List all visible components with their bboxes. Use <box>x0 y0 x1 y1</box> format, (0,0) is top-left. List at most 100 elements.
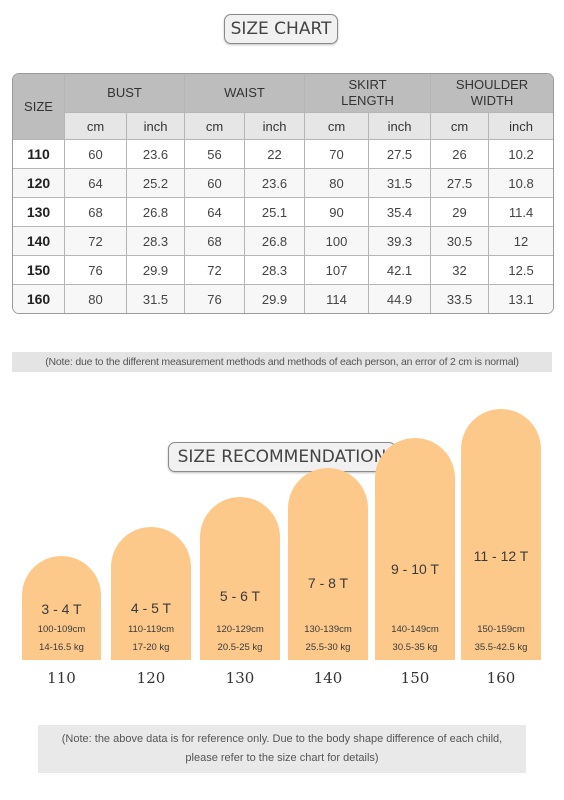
size-cell: 160 <box>13 285 65 313</box>
measurement-cell: 27.5 <box>369 140 432 169</box>
measurement-cell: 29.9 <box>245 285 306 313</box>
measurement-cell: 12 <box>489 227 554 256</box>
unit-header: inch <box>127 113 186 140</box>
size-category-label: 150 <box>400 669 430 687</box>
age-label: 4 - 5 T <box>130 599 172 616</box>
measurement-cell: 29.9 <box>127 256 186 285</box>
unit-header: inch <box>369 113 432 140</box>
size-cell: 120 <box>13 169 65 198</box>
measurement-cell: 26.8 <box>245 227 306 256</box>
weight-range-label: 30.5-35 kg <box>392 642 438 653</box>
size-category-label: 140 <box>313 669 343 687</box>
measurement-cell: 39.3 <box>369 227 432 256</box>
measurement-cell: 70 <box>305 140 370 169</box>
measurement-cell: 10.2 <box>489 140 554 169</box>
measurement-cell: 31.5 <box>369 169 432 198</box>
size-category-label: 160 <box>486 669 516 687</box>
size-cell: 140 <box>13 227 65 256</box>
size-cell: 110 <box>13 140 65 169</box>
measurement-cell: 25.2 <box>127 169 186 198</box>
size-bar: 3 - 4 T 100-109cm 14-16.5 kg <box>22 556 101 660</box>
measurement-cell: 11.4 <box>489 198 554 227</box>
height-range-label: 130-139cm <box>304 624 352 635</box>
age-label: 7 - 8 T <box>307 574 349 591</box>
measurement-cell: 33.5 <box>431 285 490 313</box>
weight-range-label: 14-16.5 kg <box>39 642 84 653</box>
height-range-label: 110-119cm <box>127 624 175 635</box>
measurement-cell: 68 <box>65 198 127 227</box>
measurement-cell: 26 <box>431 140 490 169</box>
size-bar: 9 - 10 T 140-149cm 30.5-35 kg <box>375 438 455 660</box>
unit-header: inch <box>489 113 554 140</box>
height-range-label: 100-109cm <box>37 624 86 635</box>
measurement-cell: 35.4 <box>369 198 432 227</box>
size-bar: 11 - 12 T 150-159cm 35.5-42.5 kg <box>461 408 541 660</box>
measurement-cell: 76 <box>65 256 127 285</box>
column-group-header: BUST <box>65 74 186 113</box>
size-header: SIZE <box>13 74 65 140</box>
size-chart-title: SIZE CHART <box>224 14 338 44</box>
measurement-cell: 42.1 <box>369 256 432 285</box>
measurement-cell: 23.6 <box>245 169 306 198</box>
size-bar: 4 - 5 T 110-119cm 17-20 kg <box>111 526 191 660</box>
size-cell: 150 <box>13 256 65 285</box>
age-label: 9 - 10 T <box>391 561 439 577</box>
measurement-cell: 25.1 <box>245 198 306 227</box>
measurement-cell: 26.8 <box>127 198 186 227</box>
measurement-cell: 10.8 <box>489 169 554 198</box>
measurement-cell: 31.5 <box>127 285 186 313</box>
measurement-cell: 12.5 <box>489 256 554 285</box>
measurement-cell: 100 <box>305 227 370 256</box>
size-cell: 130 <box>13 198 65 227</box>
unit-header: inch <box>245 113 306 140</box>
size-bar: 5 - 6 T 120-129cm 20.5-25 kg <box>200 497 280 660</box>
measurement-cell: 107 <box>305 256 370 285</box>
height-range-label: 140-149cm <box>391 624 439 635</box>
size-category-label: 120 <box>136 669 166 687</box>
unit-header: cm <box>431 113 490 140</box>
measurement-note: (Note: due to the different measurement … <box>12 352 552 372</box>
table-row: 110 60 23.6 56 22 70 27.5 26 10.2 <box>13 140 554 169</box>
measurement-cell: 56 <box>185 140 246 169</box>
table-row: 140 72 28.3 68 26.8 100 39.3 30.5 12 <box>13 227 554 256</box>
measurement-cell: 64 <box>65 169 127 198</box>
measurement-cell: 114 <box>305 285 370 313</box>
measurement-cell: 72 <box>185 256 246 285</box>
measurement-cell: 32 <box>431 256 490 285</box>
weight-range-label: 35.5-42.5 kg <box>474 642 528 653</box>
weight-range-label: 17-20 kg <box>132 642 170 653</box>
unit-header: cm <box>185 113 246 140</box>
measurement-cell: 22 <box>245 140 306 169</box>
measurement-cell: 44.9 <box>369 285 432 313</box>
unit-header: cm <box>305 113 370 140</box>
column-group-header: WAIST <box>185 74 306 113</box>
measurement-cell: 23.6 <box>127 140 186 169</box>
size-recommendation-title: SIZE RECOMMENDATION <box>168 442 396 472</box>
measurement-cell: 68 <box>185 227 246 256</box>
height-range-label: 120-129cm <box>216 624 264 635</box>
column-group-header: SHOULDER WIDTH <box>431 74 554 113</box>
age-label: 3 - 4 T <box>41 601 82 617</box>
measurement-cell: 28.3 <box>245 256 306 285</box>
measurement-cell: 13.1 <box>489 285 554 313</box>
table-row: 150 76 29.9 72 28.3 107 42.1 32 12.5 <box>13 256 554 285</box>
measurement-cell: 60 <box>185 169 246 198</box>
measurement-cell: 76 <box>185 285 246 313</box>
measurement-cell: 28.3 <box>127 227 186 256</box>
table-row: 120 64 25.2 60 23.6 80 31.5 27.5 10.8 <box>13 169 554 198</box>
weight-range-label: 20.5-25 kg <box>217 642 263 653</box>
measurement-cell: 80 <box>65 285 127 313</box>
table-row: 130 68 26.8 64 25.1 90 35.4 29 11.4 <box>13 198 554 227</box>
measurement-cell: 72 <box>65 227 127 256</box>
column-group-header: SKIRT LENGTH <box>305 74 432 113</box>
measurement-cell: 27.5 <box>431 169 490 198</box>
measurement-cell: 80 <box>305 169 370 198</box>
measurement-cell: 30.5 <box>431 227 490 256</box>
size-category-label: 130 <box>225 669 255 687</box>
table-row: 160 80 31.5 76 29.9 114 44.9 33.5 13.1 <box>13 285 554 313</box>
unit-header: cm <box>65 113 127 140</box>
height-range-label: 150-159cm <box>477 624 525 635</box>
measurement-cell: 60 <box>65 140 127 169</box>
size-chart-table: SIZE BUST WAIST SKIRT LENGTH SHOULDER WIDT… <box>12 73 555 314</box>
measurement-cell: 64 <box>185 198 246 227</box>
